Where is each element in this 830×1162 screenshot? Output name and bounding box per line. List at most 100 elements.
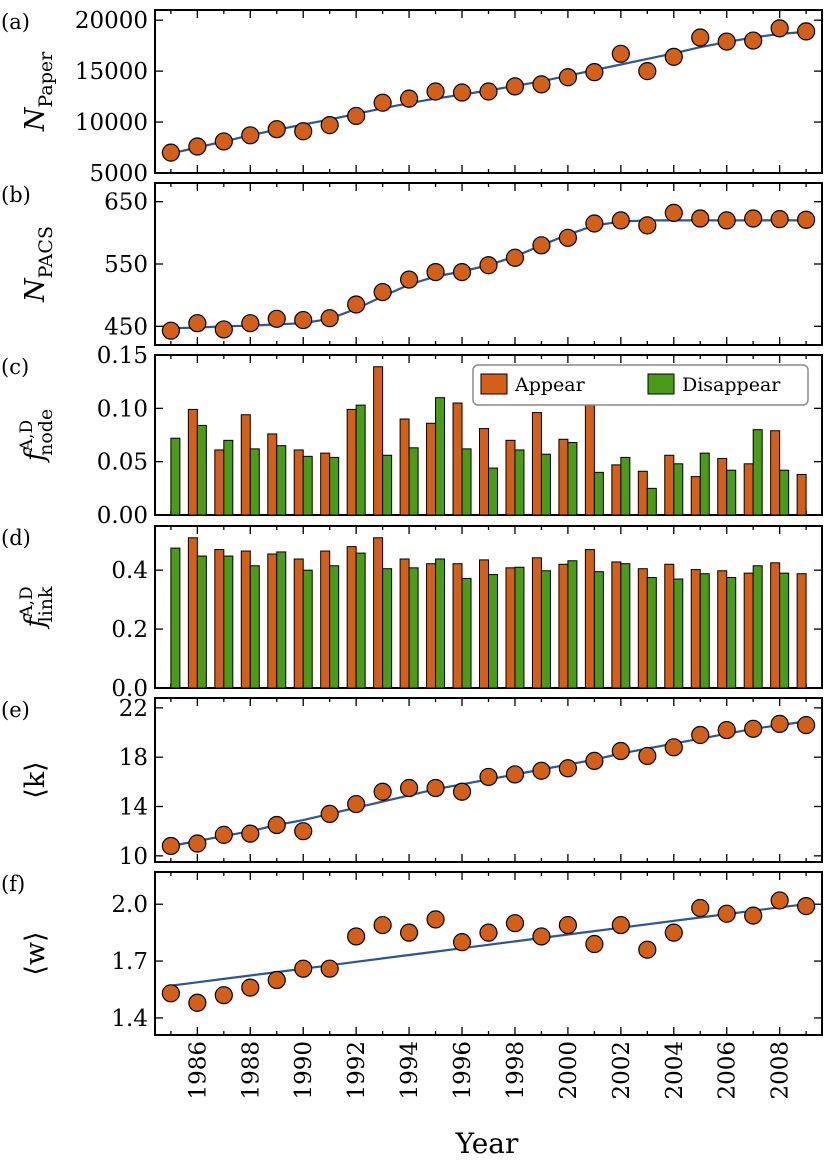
data-point	[320, 804, 339, 824]
data-point	[214, 320, 233, 339]
data-point	[638, 216, 657, 235]
y-tick-label: 2.0	[111, 892, 148, 918]
bar-disappear	[779, 572, 790, 689]
bar-disappear	[673, 463, 684, 516]
bar-appear	[293, 449, 304, 516]
bar-disappear	[223, 439, 234, 516]
legend-label-disappear: Disappear	[682, 374, 781, 396]
data-point	[294, 959, 313, 978]
data-point	[452, 263, 472, 282]
bar-appear	[479, 559, 489, 689]
data-point	[479, 923, 498, 942]
y-tick-label: 650	[104, 190, 148, 216]
x-axis: 1986 1988 1990 1992 1994 1996 1998 2000 2002 2004…	[185, 1041, 793, 1100]
data-point	[426, 778, 445, 798]
bar-disappear	[302, 455, 313, 516]
data-point	[347, 295, 366, 314]
panel-f: 1.4 1.7 2.0 (f) ⟨w⟩	[1, 871, 823, 1036]
data-point	[558, 915, 578, 935]
y-axis-label: ⟨k⟩	[20, 761, 51, 798]
x-tick-label: 1996	[450, 1041, 476, 1100]
bar-disappear	[514, 566, 525, 689]
data-point	[532, 761, 551, 780]
bar-appear	[611, 464, 622, 516]
data-point	[320, 116, 339, 135]
bar-disappear	[752, 429, 763, 516]
y-tick-label: 0.00	[97, 503, 148, 529]
y-tick-label: 20000	[75, 8, 148, 34]
bar-disappear	[223, 555, 234, 689]
data-point	[399, 778, 419, 798]
data-point	[241, 126, 260, 145]
legend-swatch-disappear	[647, 373, 675, 395]
data-point	[744, 719, 763, 738]
data-point	[267, 970, 286, 990]
y-axis-label: NPaper	[20, 51, 57, 132]
data-point	[717, 720, 736, 740]
bar-appear	[426, 563, 437, 689]
data-point	[267, 815, 286, 835]
data-point	[399, 923, 419, 942]
bar-appear	[531, 412, 542, 516]
data-point	[399, 89, 419, 108]
bar-disappear	[646, 487, 657, 516]
bar-appear	[690, 476, 701, 516]
data-point	[691, 898, 710, 918]
data-point	[161, 143, 180, 162]
x-tick-label: 1988	[238, 1041, 264, 1100]
data-point	[532, 236, 551, 255]
data-point	[267, 120, 286, 139]
data-point	[558, 68, 578, 87]
bar-disappear	[726, 469, 737, 516]
data-point	[373, 782, 392, 801]
bar-disappear	[355, 404, 366, 516]
bar-appear	[346, 546, 357, 689]
data-point	[373, 282, 392, 302]
bar-disappear	[620, 456, 631, 516]
x-tick-label: 1986	[185, 1041, 211, 1100]
data-point	[770, 714, 789, 733]
bar-disappear	[699, 573, 710, 689]
data-point	[267, 309, 286, 328]
x-tick-label: 2002	[609, 1041, 635, 1100]
data-point	[214, 825, 233, 844]
y-tick-label: 0.2	[111, 617, 148, 643]
data-point	[664, 738, 683, 757]
panel-label: (e)	[1, 698, 30, 722]
y-tick-label: 1.4	[111, 1006, 148, 1032]
data-point	[505, 77, 525, 96]
bar-disappear	[355, 552, 366, 689]
bar-disappear	[540, 570, 551, 689]
data-point	[241, 314, 260, 333]
data-point	[585, 214, 604, 233]
y-tick-label: 14	[119, 795, 148, 821]
bar-appear	[479, 428, 489, 516]
data-point	[664, 47, 683, 66]
bar-appear	[399, 418, 410, 516]
y-tick-label: 1.7	[111, 949, 148, 975]
y-tick-label: 0.0	[111, 676, 148, 702]
bar-appear	[505, 439, 516, 516]
data-point	[161, 321, 180, 340]
data-point	[479, 82, 498, 101]
data-point	[188, 314, 207, 333]
data-point	[638, 62, 657, 81]
bar-disappear	[461, 577, 472, 689]
data-point	[770, 19, 789, 38]
data-point	[320, 309, 339, 328]
data-point	[452, 782, 472, 801]
data-point	[691, 28, 710, 47]
bar-disappear	[249, 565, 260, 689]
data-point	[744, 31, 763, 50]
x-tick-label: 2000	[556, 1041, 582, 1100]
data-point	[426, 263, 445, 282]
bar-disappear	[170, 437, 181, 516]
data-point	[532, 927, 551, 946]
bar-appear	[214, 549, 225, 689]
bar-disappear	[567, 560, 578, 689]
data-point	[241, 824, 260, 843]
panel-d: 0.0 0.2 0.4 (d) fA,Dlink	[1, 525, 823, 702]
data-point	[638, 940, 657, 959]
data-point	[161, 836, 180, 856]
data-point	[611, 44, 630, 63]
